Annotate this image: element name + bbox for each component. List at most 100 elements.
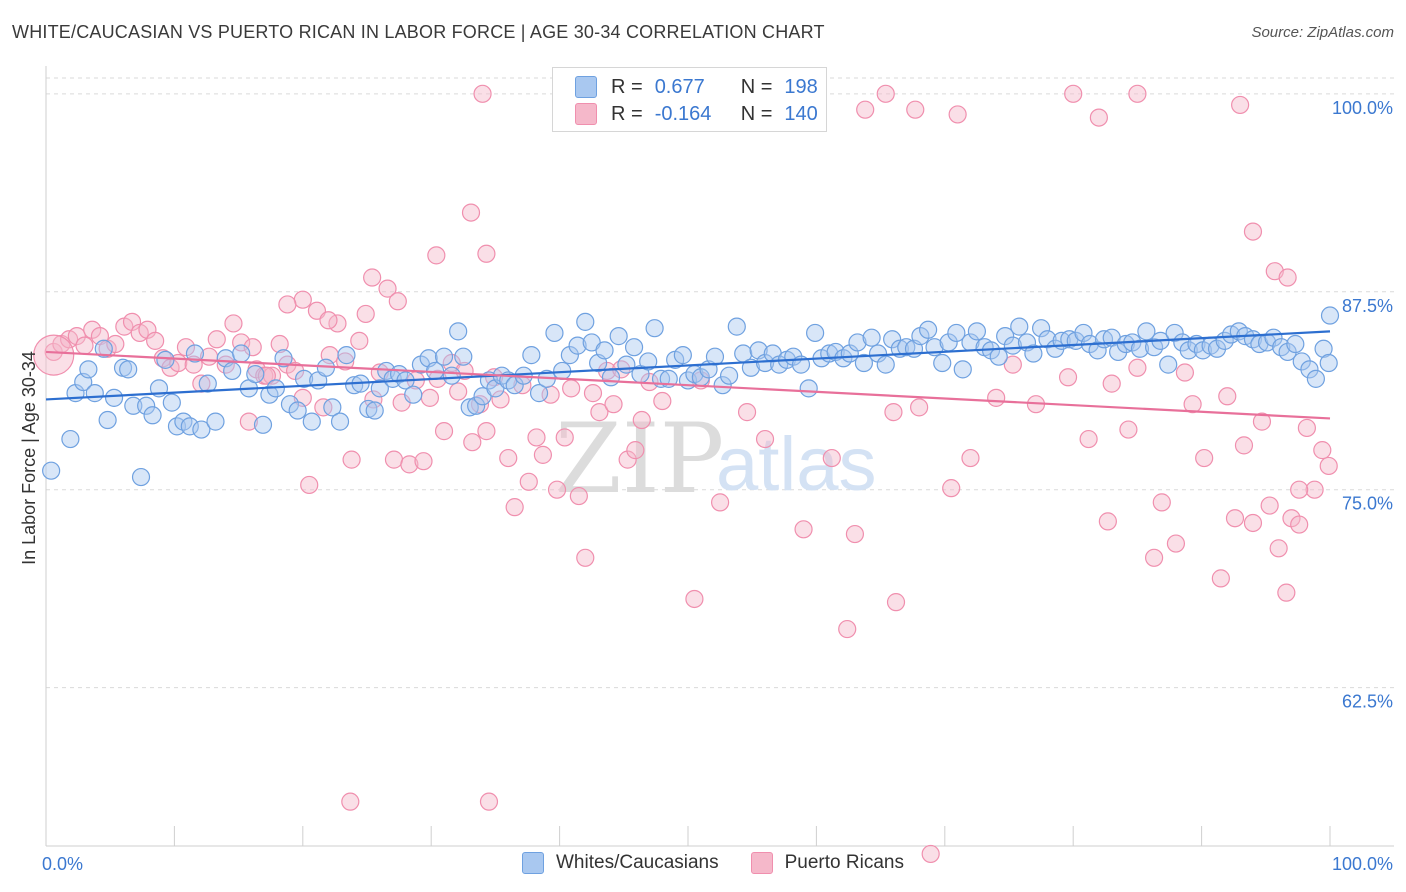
series-legend: Whites/Caucasians Puerto Ricans [522,852,936,874]
data-point [232,344,251,363]
data-point [356,304,375,324]
legend-swatch-puerto-ricans [750,852,773,874]
data-point [1243,513,1263,533]
data-point [626,441,645,460]
data-point [886,593,906,612]
data-point [576,548,595,567]
data-point [569,486,588,506]
data-point [461,203,481,222]
data-point [370,379,389,398]
watermark-atlas: atlas [716,422,877,507]
data-point [1102,374,1121,393]
data-point [942,479,961,498]
data-point [1211,569,1230,588]
data-point [257,366,276,385]
data-point [427,246,446,265]
data-point [1234,436,1254,455]
data-point [604,395,623,414]
chart-title: WHITE/CAUCASIAN VS PUERTO RICAN IN LABOR… [12,22,825,42]
data-point [961,448,980,468]
data-point [645,319,664,338]
data-point [278,295,297,314]
data-point [673,346,692,365]
data-point [562,379,581,398]
data-point [1314,339,1333,358]
data-point [239,412,258,431]
data-point [576,312,595,331]
data-point [124,396,143,415]
data-point [529,384,549,403]
data-point [883,330,902,349]
data-point [300,475,319,495]
data-point [253,415,273,434]
data-point [363,268,382,287]
data-point [1277,583,1296,602]
data-point [1319,456,1338,476]
data-point [137,396,156,415]
legend-r-value: 0.677 [654,75,705,98]
data-point [618,450,637,469]
data-point [246,365,265,384]
legend-item-puerto-ricans[interactable]: Puerto Ricans [750,852,904,874]
legend-row-whites: R = 0.677 N = 198 [575,74,818,100]
data-point [1119,420,1138,439]
data-point [547,480,567,499]
data-point [414,452,433,471]
data-point [454,347,473,366]
data-point [948,105,967,124]
data-point [294,369,314,388]
data-point [1166,534,1186,553]
data-point [632,410,651,430]
data-point [755,353,775,373]
y-axis-label: In Labor Force | Age 30-34 [19,351,39,565]
data-point [33,334,75,376]
data-point [527,428,546,447]
data-point [85,384,104,403]
data-point [856,100,875,119]
data-point [1116,334,1135,354]
legend-row-puerto-ricans: R = -0.164 N = 140 [575,101,818,127]
data-point [463,433,482,452]
data-point [345,376,364,395]
data-point [1165,323,1184,343]
data-point [442,366,461,385]
data-point [176,338,196,357]
data-point [224,314,243,333]
data-point [293,290,312,309]
data-point [897,338,916,357]
data-point [755,429,775,449]
legend-item-whites[interactable]: Whites/Caucasians [522,852,719,874]
data-point [1297,418,1316,438]
data-point [192,420,211,439]
x-tick-label: 100.0% [1332,854,1393,874]
source-label: Source: ZipAtlas.com [1251,24,1394,41]
data-point [350,331,369,350]
data-point [330,412,350,431]
data-point [270,334,289,354]
data-point [1003,355,1022,374]
legend-r-value: -0.164 [654,102,712,125]
data-point [727,317,746,336]
data-point [1183,395,1202,414]
data-point [967,322,987,341]
data-point [1300,360,1319,379]
legend-swatch-whites [575,76,597,98]
legend-r-label: R = [611,102,643,125]
data-point [505,498,524,517]
data-point [79,360,98,379]
data-point [806,323,825,343]
data-point [473,84,492,103]
data-point [319,311,338,330]
data-point [207,330,226,349]
data-point [162,393,181,412]
data-point [1089,108,1108,127]
legend-n-value: 198 [784,75,818,98]
data-point [568,336,587,355]
data-point [131,467,151,487]
data-point [1144,548,1164,567]
legend-label-puerto-ricans: Puerto Ricans [784,852,904,873]
y-tick-label: 62.5% [1342,692,1393,712]
data-point [799,379,818,398]
data-point [921,844,940,864]
data-point [337,346,356,365]
